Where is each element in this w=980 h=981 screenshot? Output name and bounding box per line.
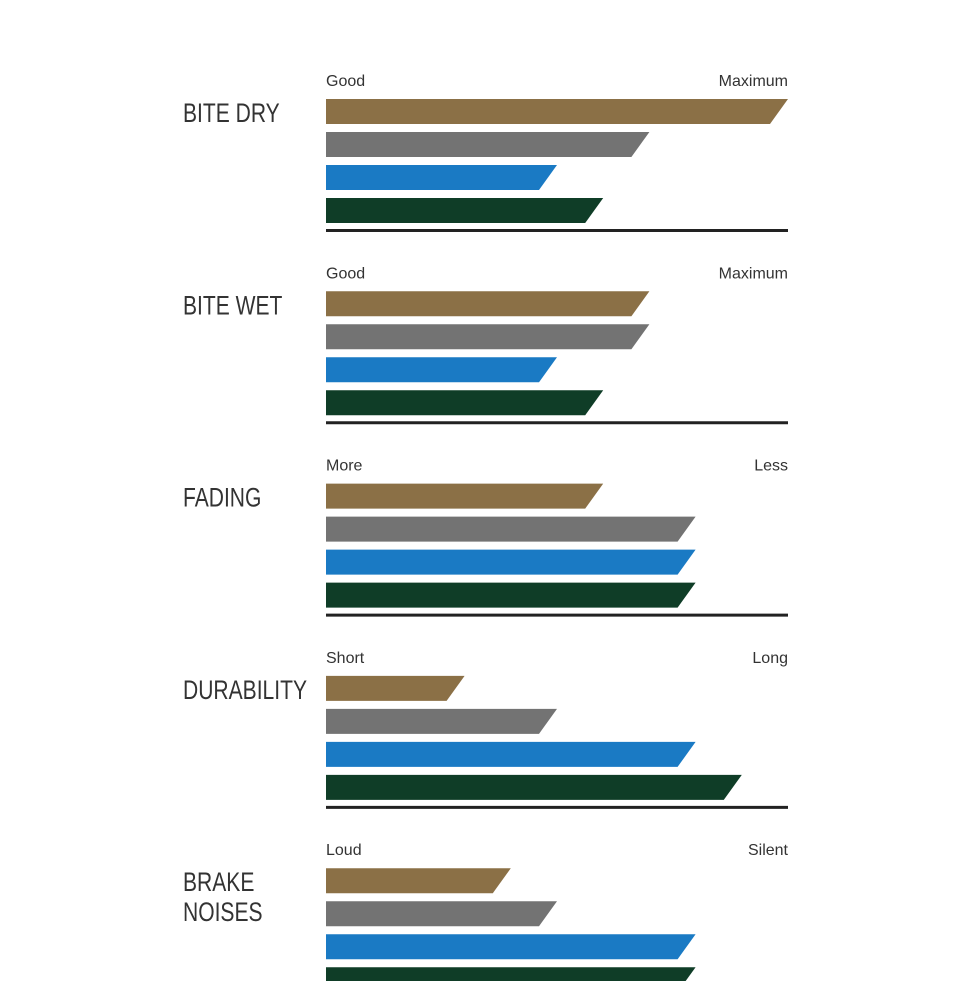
scale-low-label: Good	[326, 265, 365, 282]
scale-high-label: Long	[752, 650, 788, 667]
scale-high-label: Silent	[748, 842, 789, 859]
bar-panel: BITE WET Good Maximum	[183, 265, 788, 425]
bar	[326, 132, 650, 157]
scale-high-label: Less	[754, 458, 788, 475]
bar	[326, 741, 696, 767]
panel-title: BRAKE	[183, 868, 254, 898]
scale-low-label: Loud	[326, 842, 362, 859]
bar	[326, 198, 604, 223]
bar	[326, 324, 650, 350]
panel-title: BITE WET	[183, 291, 283, 321]
scale-low-label: Short	[326, 650, 365, 667]
bar	[326, 357, 557, 383]
panel-title: DURABILITY	[183, 675, 307, 705]
bar	[326, 483, 604, 509]
bar	[326, 516, 696, 542]
bar	[326, 901, 557, 927]
bar	[326, 291, 650, 317]
panel-title: FADING	[183, 483, 261, 513]
bar	[326, 868, 511, 894]
bar	[326, 675, 465, 701]
scale-high-label: Maximum	[719, 265, 788, 282]
bar	[326, 582, 696, 608]
bar	[326, 390, 604, 416]
bar	[326, 934, 696, 960]
panel-title: NOISES	[183, 898, 263, 928]
scale-high-label: Maximum	[719, 73, 788, 90]
scale-low-label: More	[326, 458, 363, 475]
bar	[326, 99, 788, 124]
bar-panel: FADING More Less	[183, 458, 788, 617]
scale-low-label: Good	[326, 73, 365, 90]
bar-panel: DURABILITY Short Long	[183, 650, 788, 809]
bar	[326, 708, 557, 734]
bar	[326, 549, 696, 575]
bar	[326, 967, 696, 981]
bar-panel: BITE DRY Good Maximum	[183, 73, 788, 232]
bar	[326, 774, 742, 800]
panel-title: BITE DRY	[183, 99, 280, 129]
bar	[326, 165, 557, 190]
